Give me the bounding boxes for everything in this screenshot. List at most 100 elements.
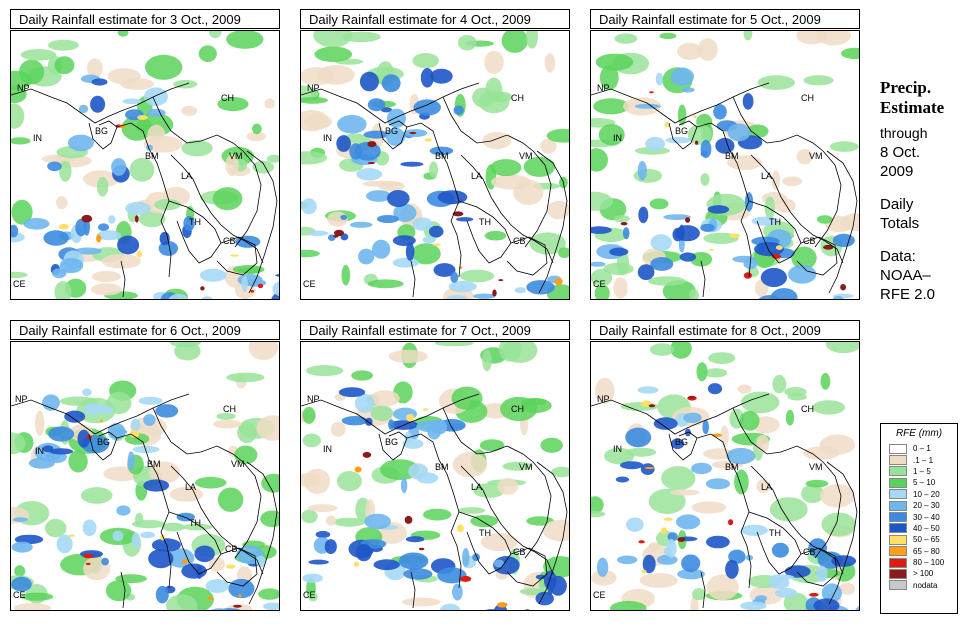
- region-label-np: NP: [307, 394, 320, 404]
- rain-cell: [433, 243, 441, 247]
- region-label-la: LA: [761, 171, 772, 181]
- rain-cell: [729, 233, 740, 238]
- region-label-ch: CH: [511, 404, 524, 414]
- rain-cell: [480, 533, 518, 552]
- rainfall-field: [301, 31, 569, 299]
- rain-cell: [676, 514, 701, 530]
- rain-cell: [105, 580, 132, 602]
- rain-cell: [388, 349, 428, 363]
- rain-cell: [823, 244, 834, 250]
- rain-cell: [784, 565, 811, 578]
- border-line: [11, 82, 190, 124]
- border-line: [152, 407, 262, 559]
- rain-cell: [125, 201, 151, 215]
- rain-cell: [484, 230, 507, 241]
- border-line: [246, 150, 278, 294]
- border-line: [732, 407, 842, 559]
- rain-cell: [340, 214, 348, 220]
- rain-cell: [591, 510, 606, 518]
- rain-cell: [205, 579, 229, 593]
- rain-cell: [796, 148, 813, 165]
- legend-label: 10 – 20: [913, 489, 940, 499]
- rain-cell: [535, 574, 546, 580]
- region-label-bm: BM: [435, 462, 449, 472]
- rain-cell: [677, 537, 686, 542]
- rain-cell: [275, 274, 279, 277]
- rain-cell: [168, 293, 189, 299]
- rain-cell: [92, 271, 121, 282]
- rain-cell: [644, 466, 655, 470]
- region-label-th: TH: [769, 528, 781, 538]
- rain-cell: [359, 71, 379, 92]
- country-borders: [301, 393, 568, 609]
- region-label-cb: CB: [803, 547, 816, 557]
- map-canvas: NP CH IN BG BM VM LA TH CB CE: [301, 31, 569, 299]
- border-line: [750, 465, 844, 575]
- rain-cell: [334, 229, 344, 237]
- rain-cell: [677, 568, 705, 580]
- border-line: [696, 433, 752, 589]
- rain-cell: [135, 512, 144, 526]
- rain-cell: [90, 95, 106, 113]
- rain-cell: [101, 406, 114, 415]
- rainfall-map: NP CH IN BG BM VM LA TH CB CE: [10, 30, 280, 300]
- rain-cell: [264, 98, 275, 109]
- rain-cell: [217, 487, 244, 512]
- rain-cell: [217, 97, 249, 112]
- rain-cell: [670, 342, 692, 359]
- border-line: [826, 150, 858, 294]
- rain-cell: [146, 108, 166, 117]
- rain-cell: [363, 130, 390, 139]
- rain-cell: [743, 31, 753, 41]
- rain-cell: [700, 150, 708, 157]
- legend-label: > 100: [913, 569, 934, 579]
- region-label-ce: CE: [13, 279, 26, 289]
- rain-cell: [702, 419, 709, 435]
- rain-cell: [59, 160, 72, 182]
- rain-cell: [708, 352, 736, 364]
- rain-cell: [74, 247, 102, 255]
- rain-cell: [127, 451, 135, 471]
- rain-cell: [821, 512, 856, 537]
- rain-cell: [452, 583, 463, 601]
- rain-cell: [502, 342, 538, 363]
- rain-cell: [428, 225, 444, 238]
- rain-cell: [301, 96, 328, 104]
- panel-title: Daily Rainfall estimate for 3 Oct., 2009: [10, 9, 280, 29]
- rain-cell: [691, 501, 727, 514]
- rain-cell: [610, 600, 647, 610]
- region-label-th: TH: [479, 217, 491, 227]
- rain-cell: [697, 38, 718, 61]
- rain-cell: [634, 103, 661, 109]
- rain-cell: [111, 158, 127, 176]
- rain-cell: [479, 439, 505, 452]
- rain-cell: [54, 56, 75, 75]
- rain-cell: [519, 588, 546, 595]
- panel-title: Daily Rainfall estimate for 7 Oct., 2009: [300, 320, 570, 340]
- rain-cell: [257, 283, 264, 289]
- rain-cell: [841, 47, 859, 60]
- rain-cell: [255, 555, 266, 568]
- rain-cell: [99, 419, 104, 422]
- legend-item: 10 – 20: [889, 489, 957, 500]
- border-line: [378, 431, 408, 461]
- rain-cell: [568, 609, 569, 610]
- rain-cell: [387, 190, 410, 207]
- rain-cell: [839, 582, 856, 595]
- region-label-ce: CE: [593, 590, 606, 600]
- border-line: [246, 461, 278, 605]
- map-canvas: NP CH IN BG BM VM LA TH CB CE: [591, 342, 859, 610]
- rain-cell: [497, 602, 508, 608]
- legend-item: 0 – 1: [889, 443, 957, 454]
- rain-cell: [237, 267, 263, 274]
- rain-cell: [655, 72, 664, 86]
- rain-cell: [181, 140, 213, 157]
- rain-cell: [829, 141, 859, 152]
- rain-cell: [256, 415, 279, 441]
- rain-cell: [238, 594, 242, 598]
- rain-cell: [117, 31, 129, 37]
- rain-cell: [430, 68, 453, 84]
- rain-cell: [376, 215, 399, 223]
- region-label-ch: CH: [221, 93, 234, 103]
- region-label-ce: CE: [303, 279, 316, 289]
